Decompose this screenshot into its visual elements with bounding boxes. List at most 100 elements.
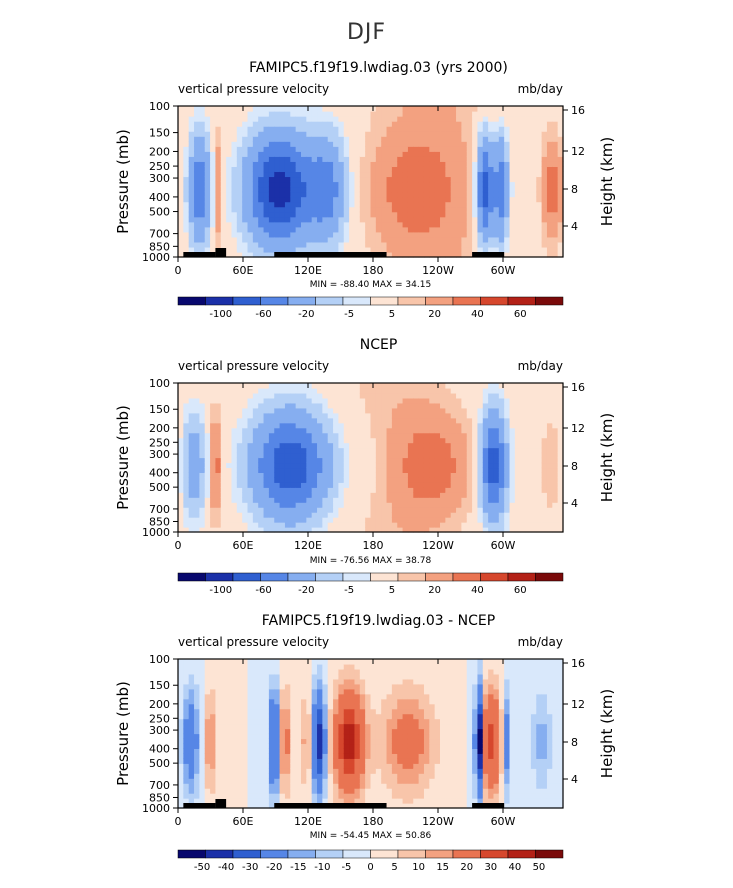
heatmap-cell xyxy=(482,236,489,243)
heatmap-cell xyxy=(488,417,495,424)
heatmap-cell xyxy=(536,126,543,132)
heatmap-cell xyxy=(530,432,537,439)
heatmap-cell xyxy=(536,522,543,528)
heatmap-cell xyxy=(488,146,495,152)
heatmap-cell xyxy=(263,387,270,394)
heatmap-cell xyxy=(520,507,527,513)
heatmap-cell xyxy=(236,522,243,528)
heatmap-cell xyxy=(258,191,265,198)
heatmap-cell xyxy=(552,136,559,142)
panel-title: NCEP xyxy=(360,337,398,353)
heatmap-cell xyxy=(541,176,548,183)
heatmap-cell xyxy=(284,211,291,218)
heatmap-cell xyxy=(204,417,211,424)
heatmap-cell xyxy=(338,116,345,122)
heatmap-cell xyxy=(359,452,366,459)
heatmap-cell xyxy=(183,221,190,228)
heatmap-cell xyxy=(514,383,521,389)
heatmap-cell xyxy=(413,427,420,434)
heatmap-cell xyxy=(306,111,313,117)
colorbar-swatch xyxy=(452,296,481,306)
heatmap-cell xyxy=(466,181,473,188)
heatmap-cell xyxy=(397,241,404,248)
heatmap-cell xyxy=(327,527,334,533)
heatmap-cell xyxy=(525,211,532,218)
heatmap-cell xyxy=(349,383,356,389)
heatmap-cell xyxy=(194,527,200,533)
heatmap-cell xyxy=(290,402,297,409)
heatmap-cell xyxy=(220,126,227,132)
heatmap-cell xyxy=(402,487,409,493)
heatmap-cell xyxy=(445,402,452,409)
heatmap-cell xyxy=(300,131,307,137)
heatmap-cell xyxy=(472,126,479,132)
heatmap-cell xyxy=(178,673,184,680)
heatmap-cell xyxy=(194,743,200,749)
heatmap-cell xyxy=(204,778,211,784)
heatmap-cell xyxy=(215,201,222,208)
heatmap-cell xyxy=(322,146,329,152)
heatmap-cell xyxy=(365,472,372,478)
heatmap-cell xyxy=(391,457,398,464)
heatmap-cell xyxy=(472,106,479,112)
heatmap-cell xyxy=(252,472,259,478)
heatmap-cell xyxy=(311,216,318,223)
heatmap-cell xyxy=(359,161,366,167)
heatmap-cell xyxy=(194,221,200,228)
heatmap-cell xyxy=(220,467,227,473)
heatmap-cell xyxy=(258,768,265,774)
heatmap-cell xyxy=(456,383,463,389)
heatmap-cell xyxy=(290,216,297,223)
x-tick-label: 120E xyxy=(294,539,322,552)
heatmap-cell xyxy=(456,206,463,213)
heatmap-cell xyxy=(488,517,495,523)
heatmap-cell xyxy=(370,422,377,429)
heatmap-cell xyxy=(381,432,388,439)
heatmap-cell xyxy=(407,141,414,147)
heatmap-cell xyxy=(199,191,206,198)
heatmap-cell xyxy=(440,437,446,444)
heatmap-cell xyxy=(311,136,318,142)
colorbar-swatch xyxy=(370,296,399,306)
heatmap-cell xyxy=(386,246,393,253)
heatmap-cell xyxy=(295,151,302,157)
heatmap-cell xyxy=(413,111,420,117)
heatmap-cell xyxy=(215,402,222,409)
heatmap-cell xyxy=(381,156,388,162)
heatmap-cell xyxy=(504,397,511,404)
heatmap-cell xyxy=(456,196,463,203)
heatmap-cell xyxy=(557,482,564,488)
heatmap-cell xyxy=(520,206,527,213)
heatmap-cell xyxy=(440,186,446,193)
heatmap-cell xyxy=(402,447,409,454)
heatmap-cell xyxy=(284,146,291,152)
heatmap-cell xyxy=(509,477,516,483)
heatmap-cell xyxy=(231,447,238,454)
heatmap-cell xyxy=(279,246,286,253)
heatmap-cell xyxy=(482,432,489,439)
heatmap-cell xyxy=(354,126,361,132)
heatmap-cell xyxy=(322,141,329,147)
heatmap-cell xyxy=(546,206,553,213)
heatmap-cell xyxy=(311,527,318,533)
heatmap-cell xyxy=(252,482,259,488)
heatmap-cell xyxy=(514,226,521,233)
heatmap-cell xyxy=(215,151,222,157)
heatmap-cell xyxy=(445,442,452,449)
heatmap-cell xyxy=(402,251,409,258)
heatmap-cell xyxy=(440,236,446,243)
heatmap-cell xyxy=(210,718,217,725)
heatmap-cell xyxy=(188,467,195,473)
heatmap-cell xyxy=(429,201,436,208)
heatmap-cell xyxy=(536,181,543,188)
heatmap-cell xyxy=(317,462,323,469)
heatmap-cell xyxy=(263,246,270,253)
heatmap-cell xyxy=(504,161,511,167)
heatmap-cell xyxy=(333,502,340,508)
heatmap-cell xyxy=(231,442,238,449)
heatmap-cell xyxy=(210,768,217,774)
heatmap-cell xyxy=(418,407,425,414)
heatmap-cell xyxy=(322,241,329,248)
heatmap-cell xyxy=(504,383,511,389)
heatmap-cell xyxy=(295,487,302,493)
